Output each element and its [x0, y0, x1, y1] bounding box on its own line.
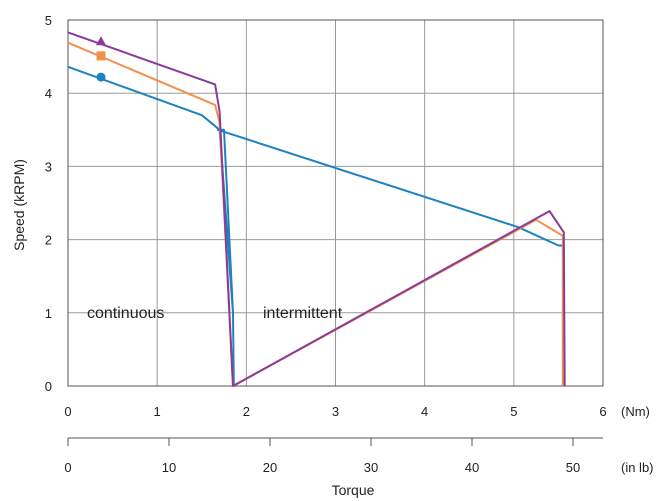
x-tick-label: 4	[421, 404, 428, 419]
secondary-x-tick-label: 50	[566, 460, 580, 475]
series-line-1	[67, 65, 564, 387]
secondary-x-tick-label: 10	[162, 460, 176, 475]
series-marker-circle	[96, 72, 106, 82]
y-axis-label: Speed (kRPM)	[11, 159, 27, 251]
series-marker-triangle	[95, 36, 106, 46]
y-tick-label: 0	[45, 379, 52, 394]
x-tick-labels: 0 1 2 3 4 5 6	[64, 404, 606, 419]
secondary-x-axis: 0 10 20 30 40 50	[64, 437, 603, 475]
y-tick-label: 1	[45, 306, 52, 321]
secondary-x-tick-label: 30	[364, 460, 378, 475]
x-axis-label: Torque	[332, 482, 375, 498]
secondary-x-tick-label: 20	[263, 460, 277, 475]
x-tick-label: 0	[64, 404, 71, 419]
secondary-x-axis-unit: (in lb)	[621, 460, 654, 475]
annotation-continuous: continuous	[87, 305, 164, 322]
x-tick-label: 1	[154, 404, 161, 419]
annotation-intermittent: intermittent	[263, 305, 343, 322]
series-line-3	[67, 31, 566, 387]
series-layer	[67, 31, 566, 387]
secondary-x-tick-label: 40	[465, 460, 479, 475]
x-tick-label: 6	[599, 404, 606, 419]
y-tick-label: 4	[45, 86, 52, 101]
y-tick-label: 3	[45, 159, 52, 174]
plot-frame	[67, 19, 604, 387]
y-tick-label: 2	[45, 233, 52, 248]
x-tick-label: 3	[332, 404, 339, 419]
y-tick-label: 5	[45, 13, 52, 28]
y-tick-labels: 0 1 2 3 4 5	[45, 13, 52, 394]
x-tick-label: 2	[243, 404, 250, 419]
grid	[67, 19, 604, 387]
secondary-x-tick-label: 0	[64, 460, 71, 475]
marker-layer	[95, 36, 106, 82]
x-tick-label: 5	[510, 404, 517, 419]
series-marker-square	[96, 51, 106, 61]
x-axis-unit: (Nm)	[621, 404, 650, 419]
